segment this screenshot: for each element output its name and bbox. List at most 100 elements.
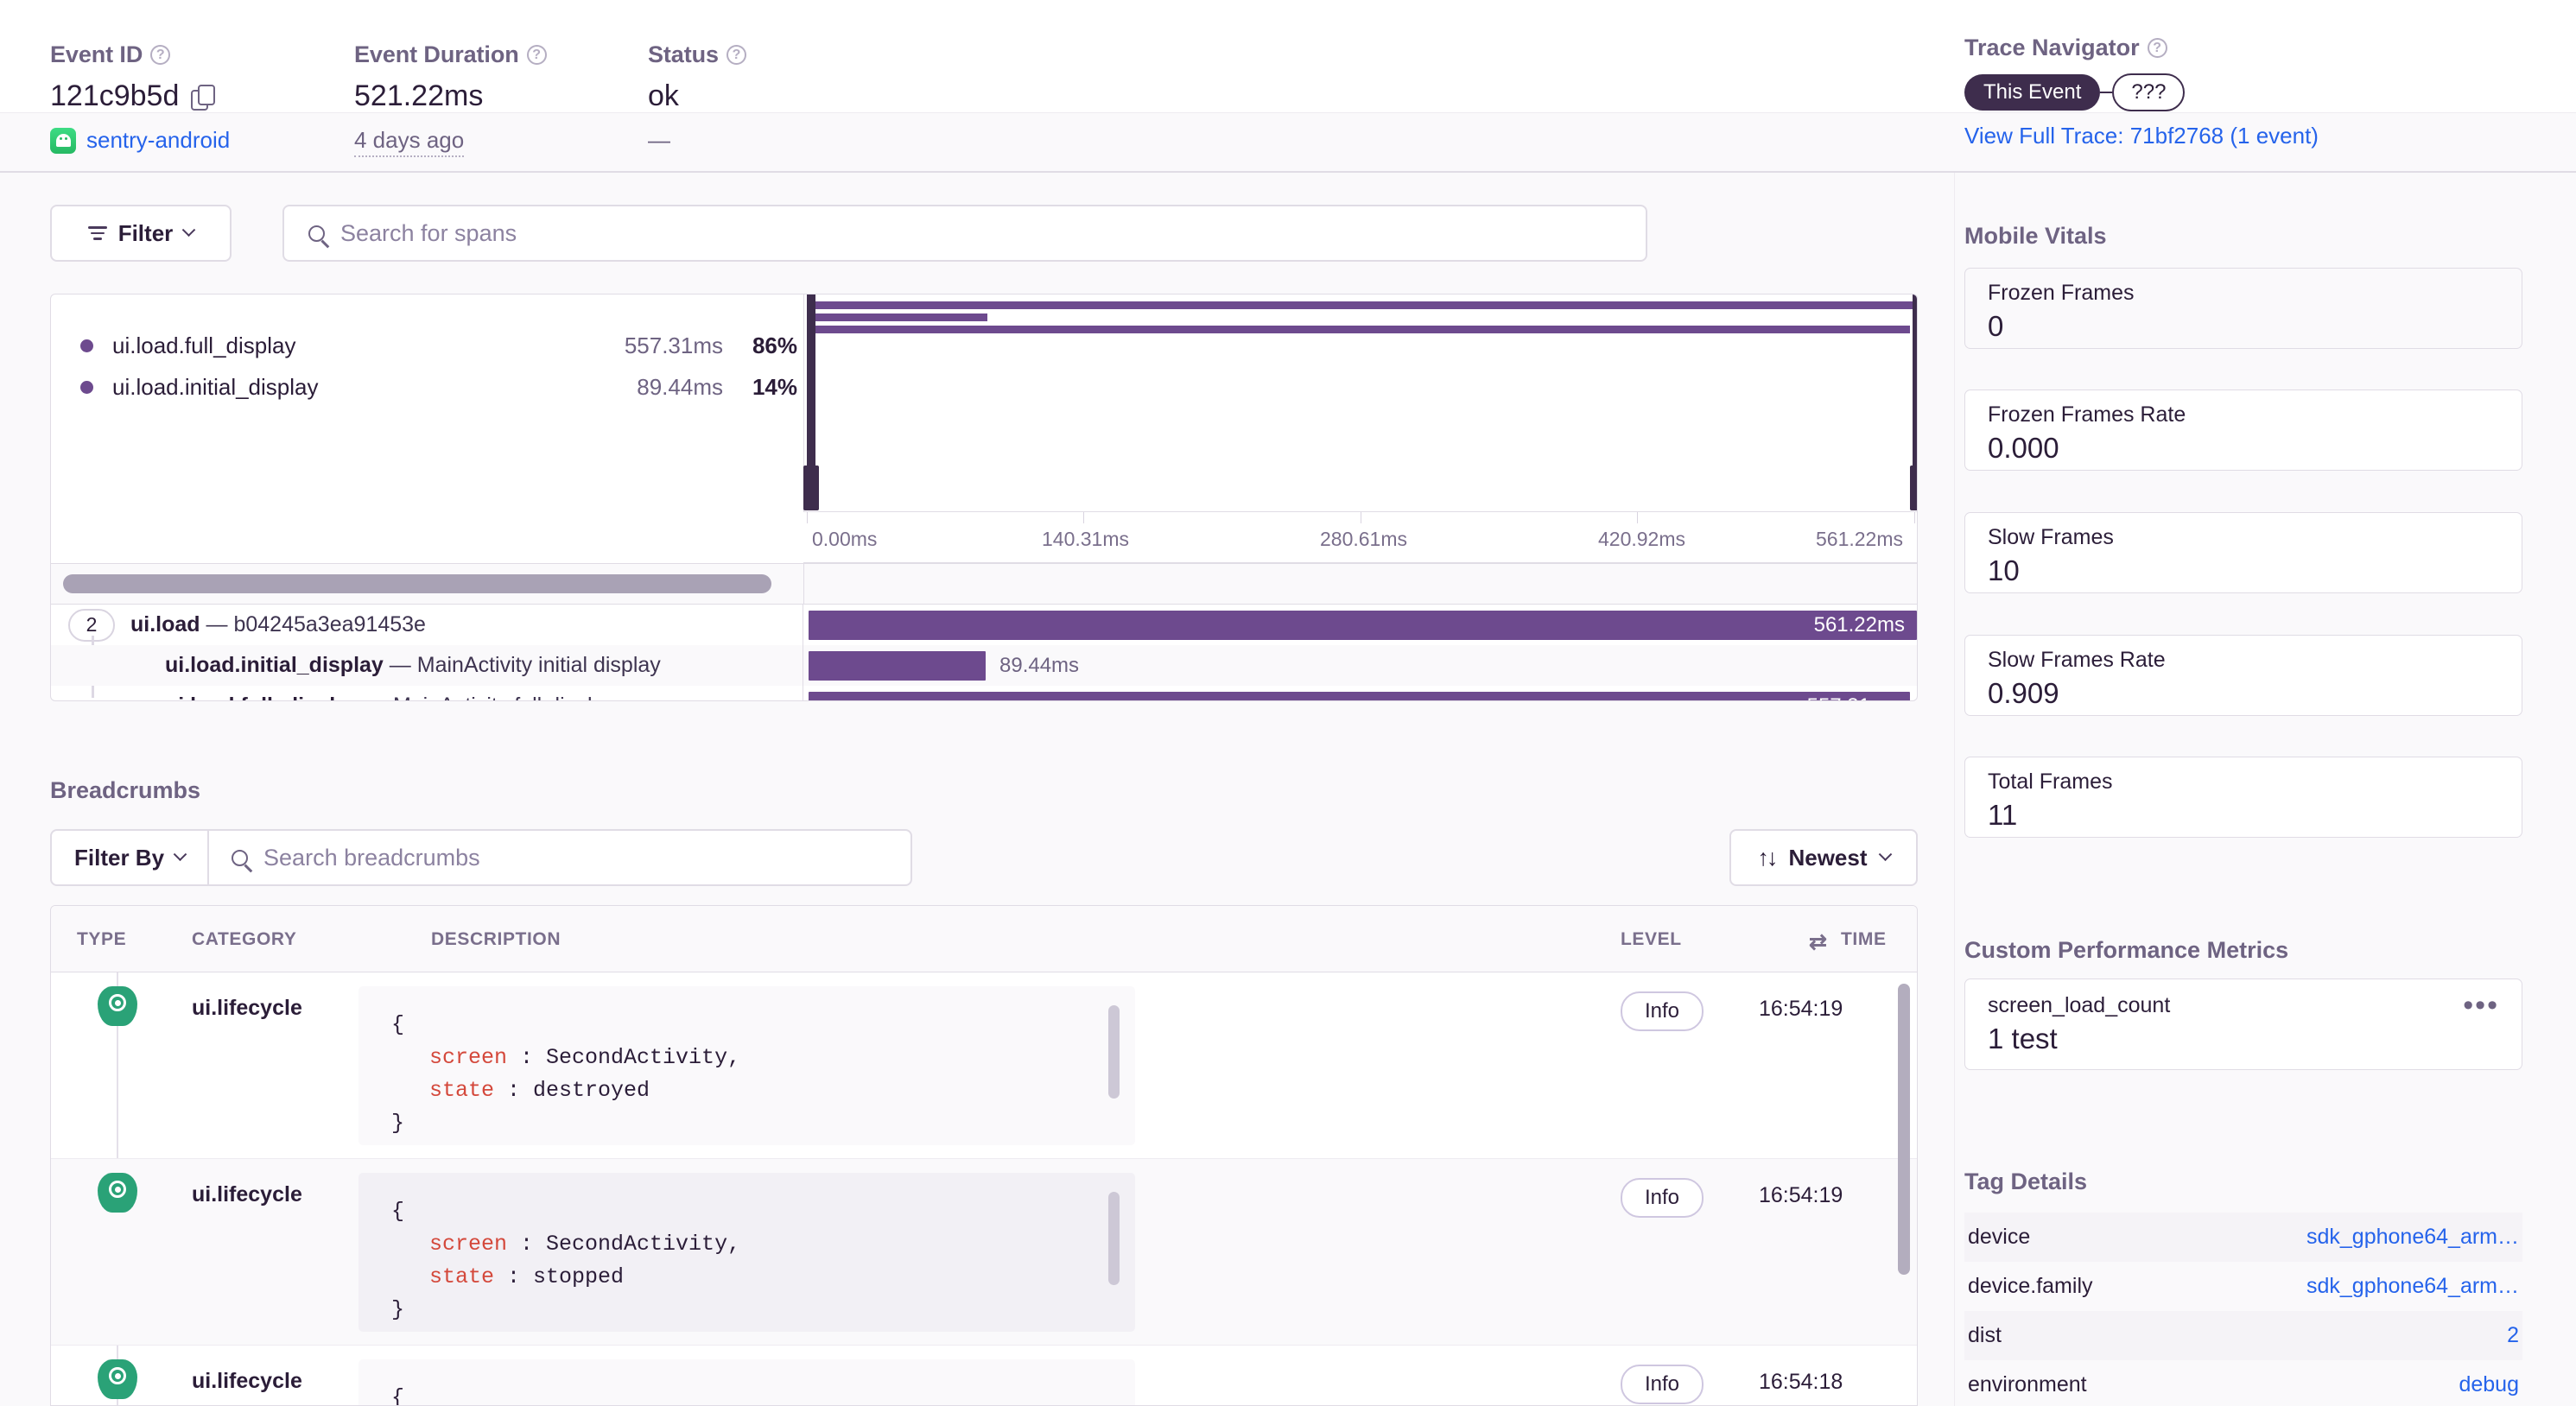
span-row[interactable]: ui.load.full_display — MainActivity full… bbox=[51, 686, 1917, 700]
tag-value[interactable]: debug bbox=[2459, 1372, 2519, 1396]
table-row[interactable]: ui.lifecycle { screen : SecondActivity, … bbox=[51, 972, 1917, 1159]
legend-name: ui.load.initial_display bbox=[112, 374, 319, 400]
status-sub: — bbox=[648, 127, 670, 153]
tag-details-title: Tag Details bbox=[1964, 1168, 2088, 1194]
vital-card-slow-frames: Slow Frames 10 bbox=[1964, 512, 2522, 593]
tag-row-environment[interactable]: environment debug bbox=[1964, 1360, 2522, 1406]
status-badge: Info bbox=[1621, 1365, 1704, 1404]
span-sep: — bbox=[383, 653, 417, 677]
span-row[interactable]: 2 ui.load — b04245a3ea91453e 561.22ms bbox=[51, 605, 1917, 645]
legend-duration: 557.31ms bbox=[624, 332, 723, 358]
breadcrumbs-vertical-scrollbar[interactable] bbox=[1898, 984, 1910, 1275]
span-name-cell[interactable]: ui.load.full_display — MainActivity full… bbox=[51, 686, 803, 700]
span-name-cell[interactable]: 2 ui.load — b04245a3ea91453e bbox=[51, 605, 803, 645]
column-header-time[interactable]: TIME bbox=[1841, 929, 1887, 949]
vital-value: 0 bbox=[1988, 310, 2004, 342]
tag-key: dist bbox=[1968, 1323, 2002, 1347]
help-icon[interactable]: ? bbox=[526, 45, 547, 65]
vital-card-slow-frames-rate: Slow Frames Rate 0.909 bbox=[1964, 635, 2522, 716]
tag-value[interactable]: sdk_gphone64_arm… bbox=[2306, 1274, 2519, 1298]
table-row[interactable]: ui.lifecycle { screen : SecondActivity, … bbox=[51, 1159, 1917, 1346]
legend-item[interactable]: ui.load.initial_display 89.44ms 14% bbox=[80, 374, 797, 401]
breadcrumb-category: ui.lifecycle bbox=[192, 1182, 302, 1206]
tag-row-device-family[interactable]: device.family sdk_gphone64_arm… bbox=[1964, 1262, 2522, 1311]
span-search-input[interactable]: Search for spans bbox=[282, 205, 1647, 262]
span-tree: 2 ui.load — b04245a3ea91453e 561.22ms ui… bbox=[51, 605, 1917, 701]
minimap-left-knob[interactable] bbox=[803, 466, 819, 510]
json-value: SecondActivity, bbox=[546, 1045, 741, 1070]
event-duration-value: 521.22ms bbox=[354, 79, 484, 112]
vital-card-total-frames: Total Frames 11 bbox=[1964, 757, 2522, 838]
breadcrumbs-sort-button[interactable]: ↑↓ Newest bbox=[1729, 829, 1918, 886]
column-header-category: CATEGORY bbox=[192, 929, 297, 949]
trace-pill-this-event[interactable]: This Event bbox=[1964, 74, 2101, 111]
span-row[interactable]: ui.load.initial_display — MainActivity i… bbox=[51, 645, 1917, 686]
copy-icon[interactable] bbox=[191, 84, 216, 111]
tag-value[interactable]: sdk_gphone64_arm… bbox=[2306, 1225, 2519, 1249]
json-colon: : bbox=[507, 1232, 547, 1257]
vital-card-frozen-frames: Frozen Frames 0 bbox=[1964, 268, 2522, 349]
minimap-right-handle[interactable] bbox=[1913, 294, 1917, 510]
android-icon bbox=[50, 127, 76, 154]
help-icon[interactable]: ? bbox=[150, 45, 171, 65]
minimap-left-handle[interactable] bbox=[807, 294, 815, 510]
axis-tick-label: 561.22ms bbox=[1816, 528, 1904, 550]
json-close-brace: } bbox=[391, 1111, 405, 1136]
view-full-trace-link[interactable]: View Full Trace: 71bf2768 (1 event) bbox=[1964, 123, 2319, 149]
breadcrumbs-search-input[interactable]: Search breadcrumbs bbox=[209, 845, 480, 871]
trace-pill-unknown[interactable]: ??? bbox=[2112, 73, 2186, 111]
status-label-text: Status bbox=[648, 41, 719, 67]
tag-row-dist[interactable]: dist 2 bbox=[1964, 1311, 2522, 1360]
description-scrollbar[interactable] bbox=[1108, 1192, 1120, 1285]
sort-toggle-icon[interactable]: ⇄ bbox=[1809, 930, 1827, 954]
description-scrollbar[interactable] bbox=[1108, 1005, 1120, 1099]
minimap-right-knob[interactable] bbox=[1910, 466, 1917, 510]
tag-value[interactable]: 2 bbox=[2507, 1323, 2519, 1347]
trace-pill-connector bbox=[2100, 92, 2113, 93]
span-bar[interactable] bbox=[809, 651, 986, 681]
breadcrumbs-filter-by-label: Filter By bbox=[74, 844, 165, 871]
scrollbar-thumb[interactable] bbox=[63, 574, 771, 593]
breadcrumbs-filter-by-button[interactable]: Filter By bbox=[52, 831, 210, 884]
legend-color-dot bbox=[80, 381, 93, 394]
tag-key: device bbox=[1968, 1225, 2031, 1249]
tag-row-device[interactable]: device sdk_gphone64_arm… bbox=[1964, 1213, 2522, 1262]
json-entry: screen : SecondActivity, bbox=[391, 1042, 1135, 1074]
table-row[interactable]: ui.lifecycle { Info 16:54:18 bbox=[51, 1346, 1917, 1405]
json-key: screen bbox=[429, 1232, 508, 1257]
tag-key: environment bbox=[1968, 1372, 2087, 1396]
trace-navigator-pills: This Event ??? bbox=[1964, 73, 2186, 111]
span-description: MainActivity initial display bbox=[416, 653, 661, 677]
tag-key: device.family bbox=[1968, 1274, 2093, 1298]
help-icon[interactable]: ? bbox=[2147, 38, 2167, 58]
span-waterfall-panel: ui.load.full_display 557.31ms 86% ui.loa… bbox=[50, 294, 1918, 701]
project-name[interactable]: sentry-android bbox=[86, 127, 231, 153]
column-header-description: DESCRIPTION bbox=[431, 929, 562, 949]
span-bar[interactable]: 557.31ms bbox=[809, 692, 1910, 700]
event-age[interactable]: 4 days ago bbox=[354, 127, 465, 157]
breadcrumbs-title: Breadcrumbs bbox=[50, 777, 201, 803]
json-entry: state : stopped bbox=[391, 1261, 1135, 1294]
axis-tick-label: 0.00ms bbox=[812, 528, 878, 550]
more-options-icon[interactable]: ••• bbox=[2463, 989, 2499, 1022]
span-horizontal-scrollbar[interactable] bbox=[51, 563, 803, 605]
timeline-axis: 0.00ms 140.31ms 280.61ms 420.92ms 561.22… bbox=[803, 511, 1917, 563]
help-icon[interactable]: ? bbox=[726, 45, 746, 65]
span-minimap[interactable] bbox=[803, 294, 1917, 511]
span-bar-duration: 561.22ms bbox=[1813, 613, 1905, 636]
span-name-cell[interactable]: ui.load.initial_display — MainActivity i… bbox=[51, 645, 803, 686]
custom-metric-value: 1 test bbox=[1988, 1023, 2058, 1054]
tree-node-dot bbox=[136, 700, 147, 701]
minimap-bar bbox=[809, 326, 1910, 333]
chevron-down-icon bbox=[182, 222, 196, 237]
filter-icon bbox=[87, 226, 107, 240]
json-open-brace: { bbox=[391, 1199, 405, 1224]
breadcrumbs-table: TYPE CATEGORY DESCRIPTION LEVEL TIME ⇄ u… bbox=[50, 905, 1918, 1406]
json-open-brace: { bbox=[391, 1012, 405, 1037]
span-search-placeholder: Search for spans bbox=[340, 219, 517, 246]
span-filter-button[interactable]: Filter bbox=[50, 205, 232, 262]
legend-item[interactable]: ui.load.full_display 557.31ms 86% bbox=[80, 332, 797, 359]
span-bar[interactable]: 561.22ms bbox=[809, 611, 1917, 640]
breadcrumbs-table-header: TYPE CATEGORY DESCRIPTION LEVEL TIME ⇄ bbox=[51, 906, 1917, 972]
project-link[interactable]: sentry-android bbox=[50, 127, 230, 154]
